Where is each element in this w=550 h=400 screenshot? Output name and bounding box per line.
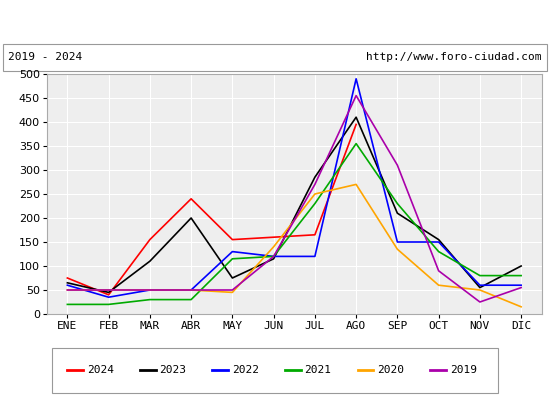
Text: 2019: 2019 bbox=[450, 365, 477, 375]
Text: 2020: 2020 bbox=[377, 365, 404, 375]
FancyBboxPatch shape bbox=[52, 348, 498, 394]
Text: 2021: 2021 bbox=[305, 365, 332, 375]
Text: 2022: 2022 bbox=[232, 365, 259, 375]
FancyBboxPatch shape bbox=[3, 44, 547, 70]
Text: 2023: 2023 bbox=[160, 365, 186, 375]
Text: 2024: 2024 bbox=[87, 365, 114, 375]
Text: 2019 - 2024: 2019 - 2024 bbox=[8, 52, 82, 62]
Text: http://www.foro-ciudad.com: http://www.foro-ciudad.com bbox=[366, 52, 542, 62]
Text: Evolucion Nº Turistas Nacionales en el municipio de Revenga de Campos: Evolucion Nº Turistas Nacionales en el m… bbox=[0, 13, 550, 29]
